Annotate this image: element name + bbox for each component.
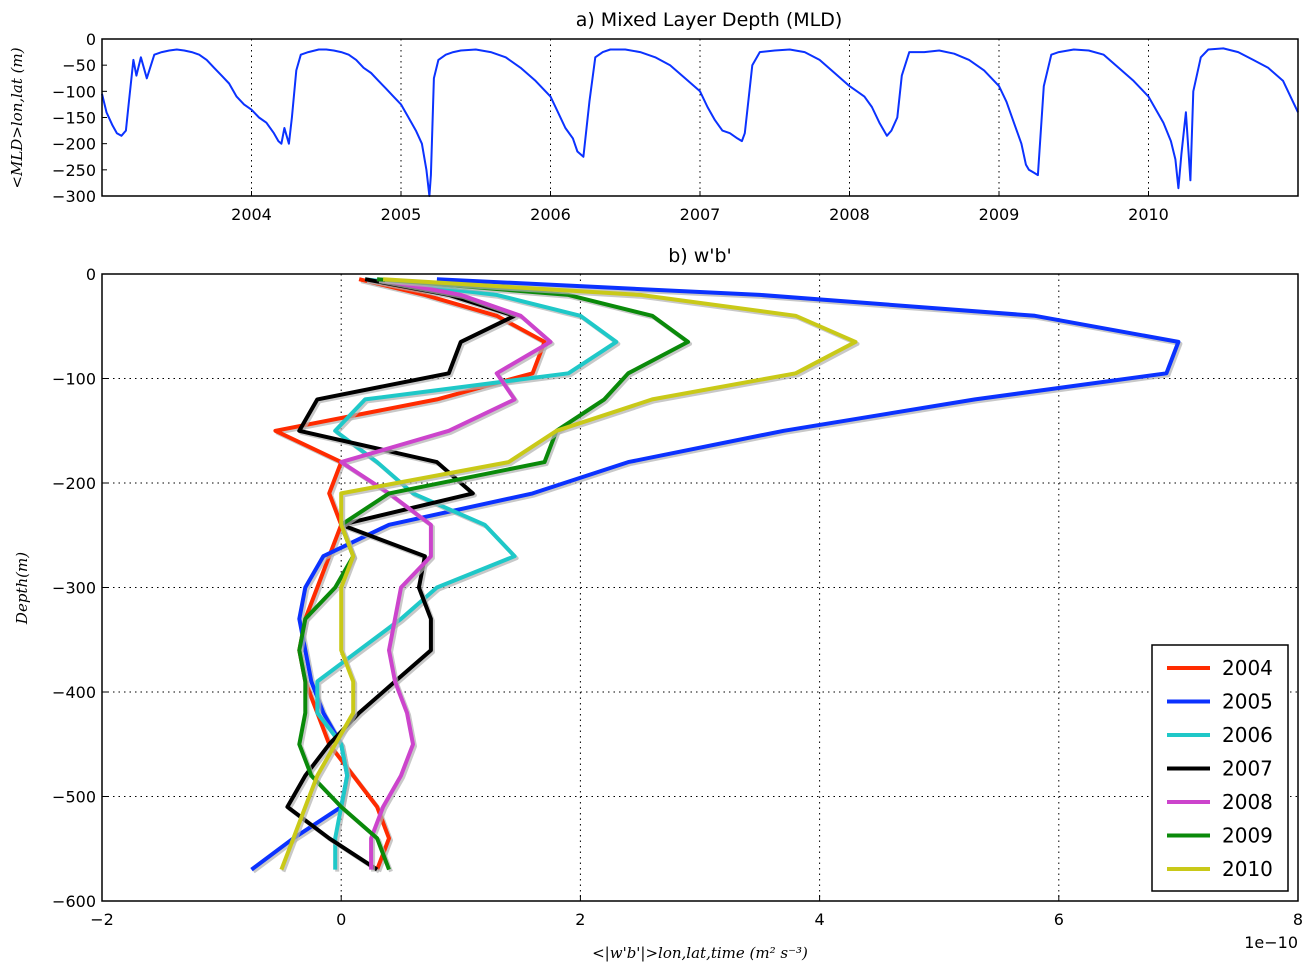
mld-x-tick-label: 2005 xyxy=(381,205,422,224)
series-line-2010 xyxy=(279,277,858,871)
series-line-2005 xyxy=(250,277,1181,872)
wb-series-group xyxy=(250,277,1183,874)
wb-x-tick-label: 0 xyxy=(336,910,346,929)
legend-label-2005: 2005 xyxy=(1222,690,1273,714)
mld-y-tick-label: −200 xyxy=(52,135,96,154)
mld-y-tick-label: −300 xyxy=(52,187,96,206)
wb-x-scale-label: 1e−10 xyxy=(1244,933,1298,952)
wb-panel: b) w'b' −2 0 2 4 6 8 0 −100 −200 −300 −400 −500 −60… xyxy=(13,245,1303,962)
mld-x-tick-label: 2009 xyxy=(979,205,1020,224)
wb-x-axis-label: <|w'b'|>lon,lat,time (m² s⁻³) xyxy=(592,944,808,962)
mld-x-tick-label: 2010 xyxy=(1128,205,1169,224)
mld-grid xyxy=(251,39,1149,196)
wb-x-tick-label: 8 xyxy=(1293,910,1303,929)
wb-x-tick-label: 4 xyxy=(815,910,825,929)
mld-chart-title: a) Mixed Layer Depth (MLD) xyxy=(576,9,843,31)
mld-y-axis-label: <MLD>lon,lat (m) xyxy=(8,47,26,188)
mld-x-tick-label: 2008 xyxy=(829,205,870,224)
mld-y-tick-label: 0 xyxy=(86,30,96,49)
wb-y-ticks: 0 −100 −200 −300 −400 −500 −600 xyxy=(52,265,108,911)
legend: 2004 2005 2006 2007 2008 2009 2010 xyxy=(1151,644,1289,892)
wb-y-tick-label: −100 xyxy=(52,370,96,389)
wb-x-tick-label: 6 xyxy=(1054,910,1064,929)
wb-y-tick-label: −400 xyxy=(52,683,96,702)
mld-panel: a) Mixed Layer Depth (MLD) 2004 2005 2006 2… xyxy=(8,9,1299,224)
wb-x-tick-label: 2 xyxy=(575,910,585,929)
series-line-2006 xyxy=(315,277,619,870)
mld-y-tick-label: −250 xyxy=(52,161,96,180)
series-shadow-2005 xyxy=(252,279,1183,874)
wb-plot-frame xyxy=(101,273,1299,902)
wb-x-ticks: −2 0 2 4 6 8 xyxy=(90,895,1303,929)
mld-y-tick-label: −150 xyxy=(52,109,96,128)
mld-x-tick-label: 2004 xyxy=(231,205,272,224)
mld-x-ticks: 2004 2005 2006 2007 2008 2009 2010 xyxy=(231,191,1169,224)
mld-series-line xyxy=(101,47,1299,197)
mld-y-ticks: 0 −50 −100 −150 −200 −250 −300 xyxy=(52,30,107,206)
mld-x-tick-label: 2006 xyxy=(530,205,571,224)
wb-y-tick-label: −300 xyxy=(52,579,96,598)
mld-y-tick-label: −50 xyxy=(62,56,96,75)
series-shadow-2008 xyxy=(341,279,555,872)
legend-label-2008: 2008 xyxy=(1222,790,1273,814)
wb-chart-title: b) w'b' xyxy=(668,245,732,267)
legend-label-2004: 2004 xyxy=(1222,656,1273,680)
series-shadow-2010 xyxy=(281,279,860,873)
legend-label-2007: 2007 xyxy=(1222,757,1273,781)
legend-label-2010: 2010 xyxy=(1222,857,1273,881)
series-line-2007 xyxy=(285,277,517,872)
wb-y-tick-label: 0 xyxy=(86,265,96,284)
mld-series-group xyxy=(101,47,1299,197)
legend-label-2009: 2009 xyxy=(1222,824,1273,848)
wb-y-tick-label: −600 xyxy=(52,892,96,911)
legend-label-2006: 2006 xyxy=(1222,723,1273,747)
series-line-2008 xyxy=(339,277,553,870)
wb-y-tick-label: −200 xyxy=(52,474,96,493)
wb-x-tick-label: −2 xyxy=(90,910,114,929)
wb-y-tick-label: −500 xyxy=(52,788,96,807)
wb-grid xyxy=(101,273,1299,902)
wb-y-axis-label: Depth(m) xyxy=(13,552,31,625)
mld-x-tick-label: 2007 xyxy=(680,205,721,224)
mld-y-tick-label: −100 xyxy=(52,82,96,101)
